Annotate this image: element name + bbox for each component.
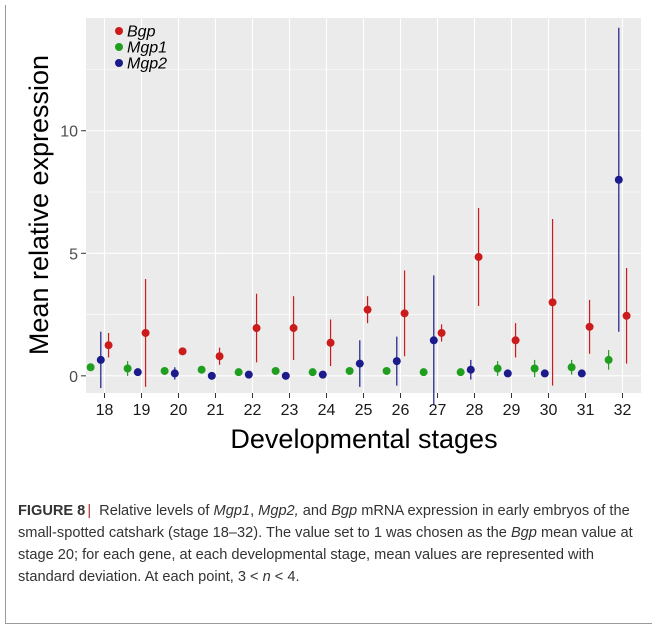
x-axis: 18 19 20 21 22 23 24 25 26 27 28 29 30 31 32 — [96, 393, 632, 419]
point-mgp1 — [567, 363, 576, 372]
caption-gene-name: Bgp — [510, 525, 537, 541]
point-mgp1 — [271, 366, 280, 375]
caption-gene-name: Mgp2, — [258, 503, 299, 519]
caption-separator: | — [87, 503, 92, 519]
x-tick-label: 22 — [244, 402, 262, 419]
x-tick-label: 23 — [281, 402, 299, 419]
x-tick-label: 27 — [429, 402, 447, 419]
point-mgp2 — [614, 175, 623, 184]
legend-key-mgp1 — [115, 43, 123, 51]
point-mgp2 — [207, 371, 216, 380]
point-bgp — [437, 328, 446, 337]
x-tick-label: 18 — [96, 402, 114, 419]
point-bgp — [326, 338, 335, 347]
point-bgp — [252, 324, 261, 333]
x-axis-label: Developmental stages — [230, 424, 497, 454]
legend-label-mgp2: Mgp2 — [127, 56, 167, 73]
x-tick-label: 24 — [318, 402, 336, 419]
point-bgp — [400, 309, 409, 318]
point-bgp — [141, 328, 150, 337]
x-tick-label: 31 — [577, 402, 595, 419]
point-mgp2 — [96, 355, 105, 364]
x-tick-label: 20 — [170, 402, 188, 419]
point-mgp2 — [577, 369, 586, 378]
legend-key-bgp — [115, 27, 123, 35]
x-tick-label: 26 — [392, 402, 410, 419]
point-mgp1 — [308, 368, 317, 377]
point-mgp2 — [244, 370, 253, 379]
point-mgp1 — [456, 368, 465, 377]
point-mgp2 — [318, 370, 327, 379]
y-axis-label: Mean relative expression — [24, 55, 54, 355]
point-bgp — [215, 352, 224, 361]
point-bgp — [511, 336, 520, 345]
caption-text: and — [298, 503, 332, 519]
caption-variable-n: n — [262, 569, 271, 585]
y-tick-label: 0 — [69, 369, 78, 386]
caption-text: Relative levels of — [95, 503, 214, 519]
caption-gene-name: Bgp — [331, 503, 358, 519]
legend-key-mgp2 — [115, 59, 123, 67]
legend-label-bgp: Bgp — [127, 24, 156, 41]
x-tick-label: 25 — [355, 402, 373, 419]
point-mgp1 — [197, 365, 206, 374]
caption-figure-label: FIGURE 8 — [18, 503, 86, 519]
point-mgp2 — [466, 365, 475, 374]
point-bgp — [289, 324, 298, 333]
grid-lines — [86, 18, 641, 393]
point-mgp1 — [604, 355, 613, 364]
caption-text: mean value at stage 20; for each gene, a… — [18, 525, 633, 585]
caption-text: < 4. — [270, 569, 300, 585]
point-bgp — [585, 322, 594, 331]
x-tick-label: 19 — [133, 402, 151, 419]
point-mgp1 — [493, 364, 502, 373]
point-mgp1 — [530, 364, 539, 373]
point-bgp — [178, 347, 187, 356]
caption-text: mRNA expression in early embryos of the … — [18, 503, 630, 541]
point-mgp2 — [392, 357, 401, 366]
point-mgp2 — [503, 369, 512, 378]
point-mgp2 — [170, 369, 179, 378]
point-mgp1 — [419, 368, 428, 377]
point-bgp — [474, 252, 483, 261]
point-mgp2 — [540, 369, 549, 378]
y-tick-label: 10 — [60, 124, 78, 141]
point-mgp2 — [281, 371, 290, 380]
point-mgp2 — [429, 336, 438, 345]
caption-gene-name: Mgp1 — [213, 503, 251, 519]
point-mgp1 — [160, 366, 169, 375]
point-mgp1 — [382, 366, 391, 375]
x-tick-label: 32 — [614, 402, 632, 419]
x-tick-label: 21 — [207, 402, 225, 419]
y-tick-label: 5 — [69, 246, 78, 263]
point-mgp1 — [86, 363, 95, 372]
x-tick-label: 29 — [503, 402, 521, 419]
point-bgp — [104, 341, 113, 350]
point-bgp — [363, 305, 372, 314]
point-mgp1 — [123, 364, 132, 373]
figure-frame — [5, 5, 652, 624]
point-mgp1 — [234, 368, 243, 377]
x-tick-label: 30 — [540, 402, 558, 419]
x-tick-label: 28 — [466, 402, 484, 419]
data-marks — [86, 27, 631, 406]
caption-text: , — [250, 503, 259, 519]
point-mgp2 — [355, 359, 364, 368]
point-bgp — [548, 298, 557, 307]
legend-label-mgp1: Mgp1 — [127, 40, 167, 57]
y-axis: 0 5 10 — [60, 124, 86, 386]
point-mgp1 — [345, 366, 354, 375]
point-mgp2 — [133, 368, 142, 377]
figure-caption: FIGURE 8 | Relative levels of Mgp1, Mgp2,… — [18, 500, 648, 588]
point-bgp — [622, 311, 631, 320]
